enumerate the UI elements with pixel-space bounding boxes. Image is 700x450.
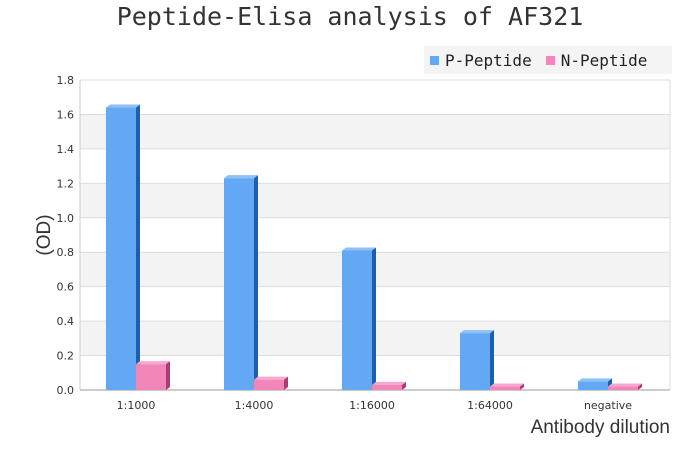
x-axis-label: Antibody dilution (531, 417, 670, 438)
bar-top (372, 381, 406, 385)
bar-n-peptide-1:1000 (136, 361, 170, 390)
bar-front (136, 364, 166, 390)
bar-front (106, 107, 136, 391)
y-tick-label: 0.2 (57, 350, 75, 363)
legend-swatch-p-peptide (430, 55, 439, 65)
bar-front (578, 381, 608, 390)
bar-side (166, 361, 170, 390)
bar-front (342, 250, 372, 390)
bar-front (608, 386, 638, 390)
bar-side (284, 376, 288, 390)
bar-front (460, 333, 490, 390)
x-tick-label: negative (584, 399, 632, 412)
bar-side (254, 175, 258, 390)
bar-side (490, 330, 494, 390)
bar-side (402, 381, 406, 390)
bar-p-peptide-1:16000 (342, 247, 376, 390)
legend-item-n-peptide: N-Peptide (545, 50, 648, 70)
bar-side (372, 247, 376, 390)
y-axis-label: (OD) (34, 214, 55, 255)
bar-front (224, 178, 254, 390)
bar-n-peptide-negative (608, 383, 642, 390)
x-tick-label: 1:64000 (467, 399, 513, 412)
bar-front (490, 386, 520, 390)
bar-top (608, 383, 642, 387)
x-tick-label: 1:1000 (117, 399, 156, 412)
bar-front (254, 379, 284, 390)
x-tick-label: 1:16000 (349, 399, 395, 412)
legend-item-p-peptide: P-Peptide (430, 51, 532, 70)
y-tick-label: 1.6 (57, 108, 75, 121)
bar-top (106, 104, 140, 108)
bar-n-peptide-1:4000 (254, 376, 288, 390)
bar-top (224, 175, 258, 179)
bar-top (578, 378, 612, 382)
bar-side (638, 383, 642, 390)
bar-top (136, 361, 170, 365)
legend-label: N-Peptide (560, 50, 648, 70)
bar-n-peptide-1:64000 (490, 383, 524, 390)
chart-title: Peptide-Elisa analysis of AF321 (116, 2, 584, 31)
bar-side (520, 383, 524, 390)
grid-band (80, 183, 670, 218)
bar-top (460, 330, 494, 334)
bar-front (372, 384, 402, 390)
bar-top (254, 376, 288, 380)
legend: P-Peptide N-Peptide (424, 46, 672, 74)
bar-side (136, 104, 140, 391)
y-tick-label: 1.2 (57, 177, 75, 190)
y-tick-label: 1.8 (57, 74, 75, 87)
y-tick-label: 0.4 (57, 315, 75, 328)
y-tick-label: 1.0 (57, 212, 75, 225)
bar-p-peptide-1:1000 (106, 104, 140, 391)
bar-p-peptide-1:64000 (460, 330, 494, 390)
y-tick-label: 1.4 (57, 143, 75, 156)
grid-band (80, 114, 670, 149)
legend-label: P-Peptide (445, 50, 532, 70)
legend-swatch-n-peptide (545, 55, 555, 65)
bar-n-peptide-1:16000 (372, 381, 406, 390)
bar-top (342, 247, 376, 251)
bar-top (490, 383, 524, 387)
x-tick-label: 1:4000 (235, 399, 274, 412)
y-tick-label: 0.0 (57, 384, 75, 397)
y-tick-label: 0.6 (57, 281, 75, 294)
bar-p-peptide-negative (578, 378, 612, 390)
y-tick-label: 0.8 (57, 246, 75, 259)
bar-p-peptide-1:4000 (224, 175, 258, 390)
